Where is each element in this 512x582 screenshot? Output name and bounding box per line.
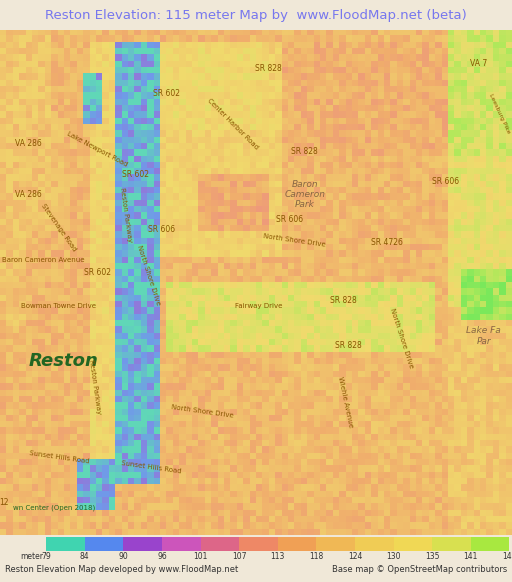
Text: meter: meter [20,552,44,561]
Bar [432,537,471,551]
Text: SR 828: SR 828 [335,342,361,350]
Text: SR 828: SR 828 [291,147,318,156]
Text: Reston Parkway: Reston Parkway [88,359,101,414]
Text: 84: 84 [80,552,90,561]
Text: VA 286: VA 286 [15,190,41,199]
Text: SR 602: SR 602 [84,268,111,277]
Text: Sunset Hills Road: Sunset Hills Road [29,450,89,464]
Text: 79: 79 [41,552,51,561]
Text: Wiehle Avenue: Wiehle Avenue [337,375,354,428]
Text: 90: 90 [118,552,128,561]
Text: VA 7: VA 7 [470,59,487,68]
Text: Reston Elevation: 115 meter Map by  www.FloodMap.net (beta): Reston Elevation: 115 meter Map by www.F… [45,9,467,22]
Text: 113: 113 [270,552,285,561]
Bar [316,537,355,551]
Bar [239,537,278,551]
Text: Lake Newport Road: Lake Newport Road [66,130,129,168]
Bar [278,537,316,551]
Text: 118: 118 [309,552,324,561]
Text: Leesburg Pike: Leesburg Pike [488,93,510,134]
Bar [123,537,162,551]
Text: 130: 130 [387,552,401,561]
Text: Fairway Drive: Fairway Drive [235,303,282,308]
Text: wn Center (Open 2018): wn Center (Open 2018) [13,505,95,511]
Text: SR 606: SR 606 [276,215,303,224]
Bar [46,537,84,551]
Text: Base map © OpenStreetMap contributors: Base map © OpenStreetMap contributors [332,565,507,574]
Text: Sunset Hills Road: Sunset Hills Road [121,460,181,474]
Text: Baron Cameron Avenue: Baron Cameron Avenue [2,257,85,263]
Text: Center Harbor Road: Center Harbor Road [206,97,260,150]
Text: Bowman Towne Drive: Bowman Towne Drive [22,303,96,308]
Text: Lake Fa
Par: Lake Fa Par [466,326,501,346]
Text: 107: 107 [232,552,246,561]
Text: North Shore Drive: North Shore Drive [389,308,415,369]
Bar [394,537,432,551]
Bar [355,537,394,551]
Text: 147: 147 [502,552,512,561]
Text: North Shore Drive: North Shore Drive [171,404,233,419]
Text: 12: 12 [0,498,9,507]
Bar [84,537,123,551]
Text: Reston Parkway: Reston Parkway [119,187,132,242]
Text: SR 828: SR 828 [330,296,356,305]
Bar [162,537,201,551]
Text: North Shore Drive: North Shore Drive [263,233,326,247]
Text: Reston: Reston [29,352,99,370]
Text: 101: 101 [194,552,208,561]
Text: VA 286: VA 286 [15,140,41,148]
Text: SR 4726: SR 4726 [371,238,402,247]
Text: 124: 124 [348,552,362,561]
Bar [471,537,509,551]
Text: Baron
Cameron
Park: Baron Cameron Park [284,179,325,210]
Text: SR 828: SR 828 [255,63,282,73]
Bar [201,537,239,551]
Text: Stevenage Road: Stevenage Road [40,203,78,252]
Text: SR 606: SR 606 [432,178,459,186]
Text: SR 602: SR 602 [122,170,149,179]
Text: North Shore Drive: North Shore Drive [136,244,161,306]
Text: Reston Elevation Map developed by www.FloodMap.net: Reston Elevation Map developed by www.Fl… [5,565,239,574]
Text: 135: 135 [425,552,439,561]
Text: SR 606: SR 606 [148,225,175,235]
Text: 96: 96 [157,552,167,561]
Text: SR 602: SR 602 [153,89,180,98]
Text: 141: 141 [464,552,478,561]
